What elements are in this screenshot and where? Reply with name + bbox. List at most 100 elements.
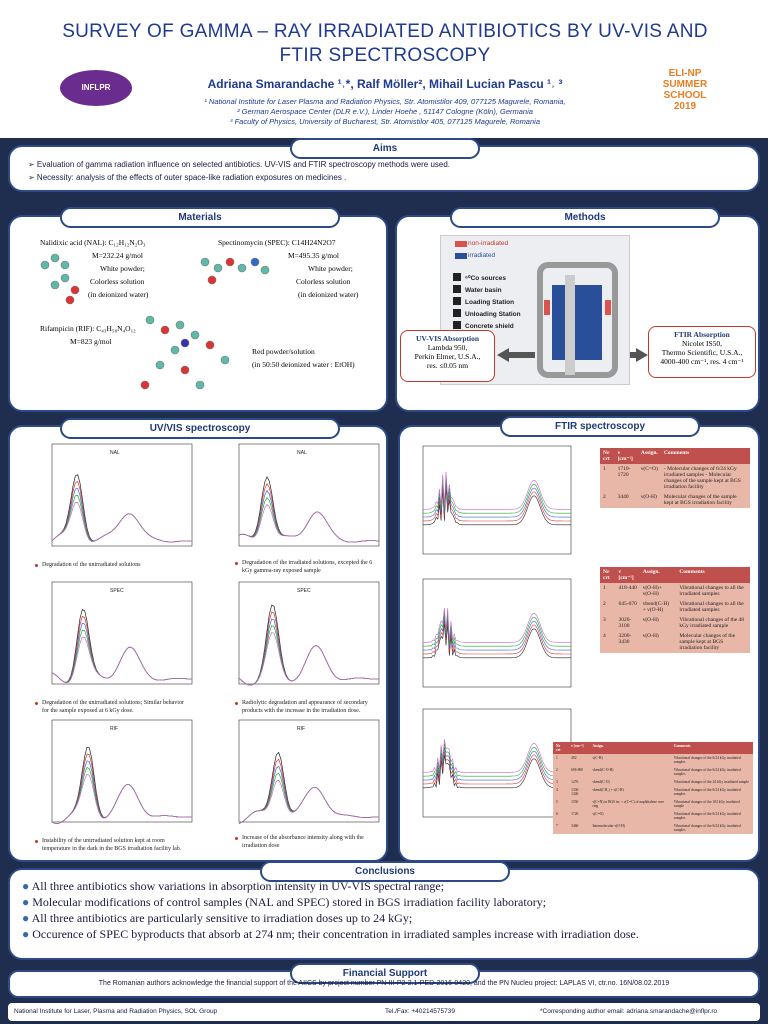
ftir-table: Nr crt ν [cm⁻¹] Assign. Comments 1 492 ν(C-H) V… xyxy=(553,742,753,834)
arrows xyxy=(497,348,648,362)
spectrum-figure: SPEC xyxy=(51,581,193,685)
table-cell: 418-440 xyxy=(615,583,640,599)
table-cell: - Molecular changes of 6/24 kGy irradiat… xyxy=(660,464,750,492)
table-cell: 4 xyxy=(600,631,616,653)
conclusion: ● All three antibiotics show variations … xyxy=(22,879,445,893)
spectrum-line xyxy=(51,487,193,543)
ftir-table: Nr crt ν [cm⁻¹] Assign. Comments 1 1710-1720 ν… xyxy=(600,448,750,508)
text: (in deionized water) xyxy=(88,290,149,299)
text: Thermo Scientific, U.S.A., xyxy=(661,348,743,357)
aims-heading: Aims xyxy=(290,138,480,159)
table-row: 4 3200-3430 ν(O-H) Molecular changes of the… xyxy=(600,631,750,653)
table-row: 7 3460 Intermolecular ν(O-H) Vibrational ch… xyxy=(553,822,753,834)
text: (in 50:50 deionized water : EtOH) xyxy=(252,360,355,369)
aims-item: ➢ Necessity: analysis of the effects of … xyxy=(28,173,347,182)
table-cell: 492 xyxy=(568,754,590,766)
table-cell: 2 xyxy=(553,766,569,778)
affiliations: ¹ National Institute for Laser Plasma an… xyxy=(140,97,630,127)
plot-title: NAL xyxy=(110,450,120,456)
plot-frame xyxy=(422,445,572,555)
table-cell: νbend(C-H) + ν(O-H) xyxy=(639,599,677,615)
table-cell: Vibrational changes of the 102 kGy irrad… xyxy=(670,798,753,810)
table-header: Nr crt ν [cm⁻¹] Assign. Comments xyxy=(553,742,753,754)
conclusion: ● All three antibiotics are particularly… xyxy=(22,911,413,925)
table-cell: 3020-3100 xyxy=(615,615,640,631)
uvvis-box: UV-VIS Absorption Lambda 950, Perkin Elm… xyxy=(400,330,495,382)
steps: ⁶⁰Co sources Water basin Loading Station… xyxy=(465,273,521,333)
methods-heading: Methods xyxy=(450,207,720,228)
table-cell: 5 xyxy=(553,798,569,810)
table-cell: 4 xyxy=(553,786,569,798)
table-header: Nr crt ν [cm⁻¹] Assign. Comments xyxy=(600,567,750,583)
table-cell: Vibrational changes of the 24 kGy irradi… xyxy=(670,778,753,786)
conclusion: ● Occurence of SPEC byproducts that abso… xyxy=(22,927,639,941)
table-cell: 3460 xyxy=(568,822,590,834)
text: M=495.35 g/mol xyxy=(288,251,339,260)
table-cell: 645-670 xyxy=(615,599,640,615)
table-row: 1 492 ν(C-H) Vibrational changes of the 6/2… xyxy=(553,754,753,766)
table-cell: ν(C=N) in BGS irr. + ν(C=C) of naphthale… xyxy=(589,798,671,810)
spectrum-line xyxy=(51,494,193,543)
plot-title: SPEC xyxy=(110,588,124,594)
spectrum-line xyxy=(422,483,571,522)
table-row: 2 3440 ν(O-H) Molecular changes of the samp… xyxy=(600,492,750,508)
affiliation: ² German Aerospace Center (DLR e.V.), Li… xyxy=(237,107,533,116)
table-cell: 1 xyxy=(600,583,616,599)
table-row: 6 1720 ν(C=O) Vibrational changes of the 6/… xyxy=(553,810,753,822)
spec-text: Spectinomycin (SPEC): C14H24N2O7 M=495.3… xyxy=(218,236,358,301)
header-cell: ν [cm⁻¹] xyxy=(568,742,590,754)
text: Occurence of SPEC byproducts that absorb… xyxy=(32,927,639,941)
caption: Instability of the unirradiated solution… xyxy=(35,838,192,853)
header-cell: Comments xyxy=(676,567,750,583)
caption: Degradation of the unirradiated solution… xyxy=(35,562,192,570)
step: Loading Station xyxy=(465,299,515,306)
legend-item: non-irradiated xyxy=(468,240,509,247)
header-cell: Nr crt xyxy=(553,742,569,754)
table-cell: ν(O-H)+ ν(O-H) xyxy=(639,583,677,599)
nal-text: Nalidixic acid (NAL): C₁₂H₁₂N₂O₃ M=232.2… xyxy=(40,236,148,301)
footer-center: Tel./Fax: +40214575739 xyxy=(385,1008,455,1015)
table-cell: 1550 xyxy=(568,798,590,810)
spectrum-line xyxy=(238,497,380,543)
table-cell: Vibrational changes to all the irradiate… xyxy=(676,583,750,599)
table-cell: ν(O-H) xyxy=(637,492,661,508)
step: ⁶⁰Co sources xyxy=(465,275,506,282)
spectrum-line xyxy=(423,475,571,514)
logo-line: SUMMER xyxy=(662,79,708,90)
header-cell: Comments xyxy=(660,448,750,464)
spectrum-line xyxy=(423,487,571,526)
text: Colorless solution xyxy=(90,277,145,286)
table-row: 5 1550 ν(C=N) in BGS irr. + ν(C=C) of naph… xyxy=(553,798,753,810)
text: Colorless solution xyxy=(296,277,351,286)
text: White powder; xyxy=(100,264,145,273)
spectrum-line xyxy=(238,772,380,824)
spectrum-line xyxy=(51,636,192,684)
spectrum-line xyxy=(51,773,193,824)
footer-left: National Institute for Laser, Plasma and… xyxy=(14,1008,218,1015)
table-cell: Vibrational changes to all the irradiate… xyxy=(676,599,750,615)
header-cell: ν [cm⁻¹] xyxy=(615,567,640,583)
header xyxy=(0,0,768,138)
table-cell: 7 xyxy=(553,822,569,834)
table-cell: Vibrational changes of the 6/24 kGy irra… xyxy=(670,754,753,766)
table-cell: Vibrational changes of the 6/24 kGy irra… xyxy=(670,766,753,778)
table-cell: Molecular changes of the sample kept at … xyxy=(676,631,750,653)
table-cell: 696-800 xyxy=(568,766,590,778)
spectrum-line xyxy=(51,760,193,824)
spectrum-line xyxy=(422,479,571,518)
table-cell: 1276 xyxy=(568,778,590,786)
conclusions-list: ● All three antibiotics show variations … xyxy=(22,878,757,942)
plot-frame xyxy=(422,578,572,688)
table-header: Nr crt ν [cm⁻¹] Assign. Comments xyxy=(600,448,750,464)
plot-title: RIF xyxy=(297,726,305,732)
table-cell: νbend(CH₃) + ν(C-H) xyxy=(589,786,671,798)
aims-list: ➢ Evaluation of gamma radiation influenc… xyxy=(28,158,450,184)
header-cell: Nr crt xyxy=(600,448,615,464)
materials-panel xyxy=(8,215,388,412)
logo-line: ELI-NP xyxy=(668,68,702,79)
table-cell: 2 xyxy=(600,599,616,615)
title: SURVEY OF GAMMA – RAY IRRADIATED ANTIBIO… xyxy=(62,21,708,66)
spectrum-line xyxy=(423,750,571,785)
text: Molecular modifications of control sampl… xyxy=(32,895,547,909)
table-row: 3 1276 νbend(C-O) Vibrational changes of th… xyxy=(553,778,753,786)
